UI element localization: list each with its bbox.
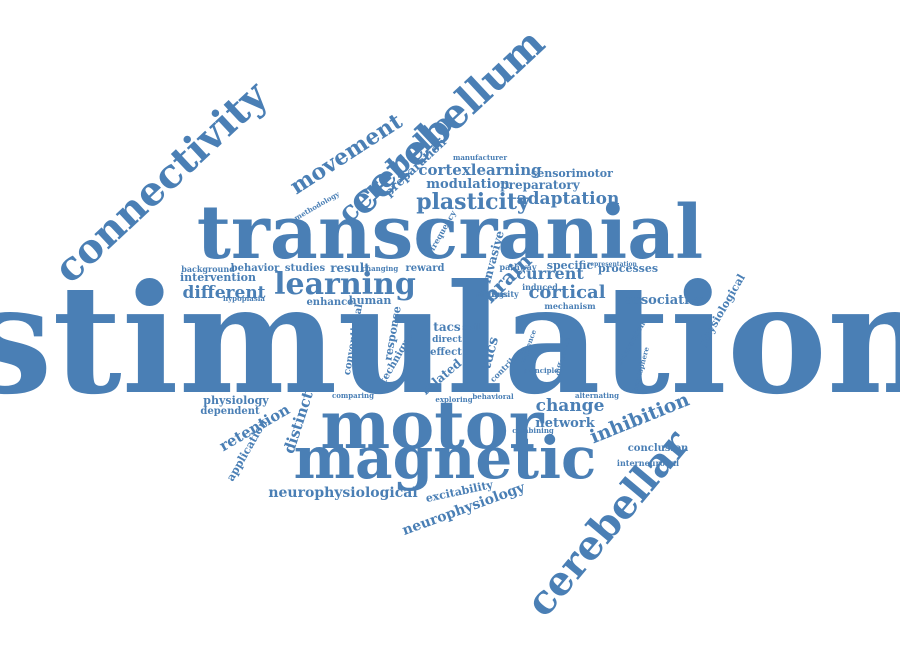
word-exploring: exploring	[435, 395, 472, 404]
word-transcranial: transcranial	[197, 190, 704, 276]
word-manufacturer: manufacturer	[453, 153, 507, 162]
word-current: current	[516, 264, 584, 283]
word-effect: effect	[430, 347, 462, 358]
word-human: human	[349, 294, 392, 307]
word-stimulation: stimulation	[0, 252, 900, 428]
word-modulation: modulation	[426, 177, 510, 192]
word-intensity: intensity	[479, 289, 519, 299]
word-induced: induced	[522, 282, 558, 292]
word-principle: principle	[523, 366, 559, 375]
word-skill: skill	[462, 323, 484, 333]
word-enhance: enhance	[306, 297, 353, 308]
word-adaptation: adaptation	[517, 189, 620, 209]
word-change: change	[536, 396, 605, 416]
word-cortical: cortical	[528, 282, 605, 303]
word-behavioral: behavioral	[472, 392, 514, 401]
word-findings: findings	[476, 290, 508, 299]
word-associative: associative	[625, 293, 705, 308]
word-comparing: comparing	[332, 391, 374, 400]
word-representation: representation	[587, 261, 637, 268]
word-learning: learning	[274, 267, 416, 302]
word-combining: combining	[512, 426, 554, 435]
word-motor: motor	[320, 386, 544, 464]
word-neurophysiological: neurophysiological	[268, 485, 417, 501]
word-preparatory: preparatory	[500, 178, 580, 192]
word-network: network	[535, 416, 595, 431]
word-dependent: dependent	[200, 406, 260, 417]
word-changing: changing	[362, 264, 399, 273]
word-pathway: pathway	[499, 262, 536, 272]
word-alternating: alternating	[575, 391, 619, 400]
word-reward: reward	[406, 263, 445, 274]
word-mechanism: mechanism	[544, 301, 596, 311]
word-result: result	[330, 261, 370, 275]
word-processes: processes	[598, 262, 658, 275]
word-conclusion: conclusion	[628, 443, 689, 454]
word-direct: direct	[432, 335, 463, 345]
word-different: different	[182, 283, 265, 303]
word-behavior: behavior	[231, 263, 280, 274]
word-background: background	[181, 264, 235, 274]
word-interneuronal: interneuronal	[617, 458, 679, 468]
word-plasticity: plasticity	[416, 189, 531, 215]
word-intervention: intervention	[180, 271, 256, 284]
word-tacs: tacs	[433, 320, 461, 334]
word-specific: specific	[547, 259, 594, 272]
word-studies: studies	[285, 263, 326, 274]
word-sensorimotor: sensorimotor	[531, 167, 613, 180]
word-hypoplasia: hypoplasia	[223, 294, 265, 303]
word-magnetic: magnetic	[294, 424, 597, 492]
word-physiology: physiology	[203, 394, 269, 407]
word-cortexlearning: cortexlearning	[418, 161, 542, 179]
